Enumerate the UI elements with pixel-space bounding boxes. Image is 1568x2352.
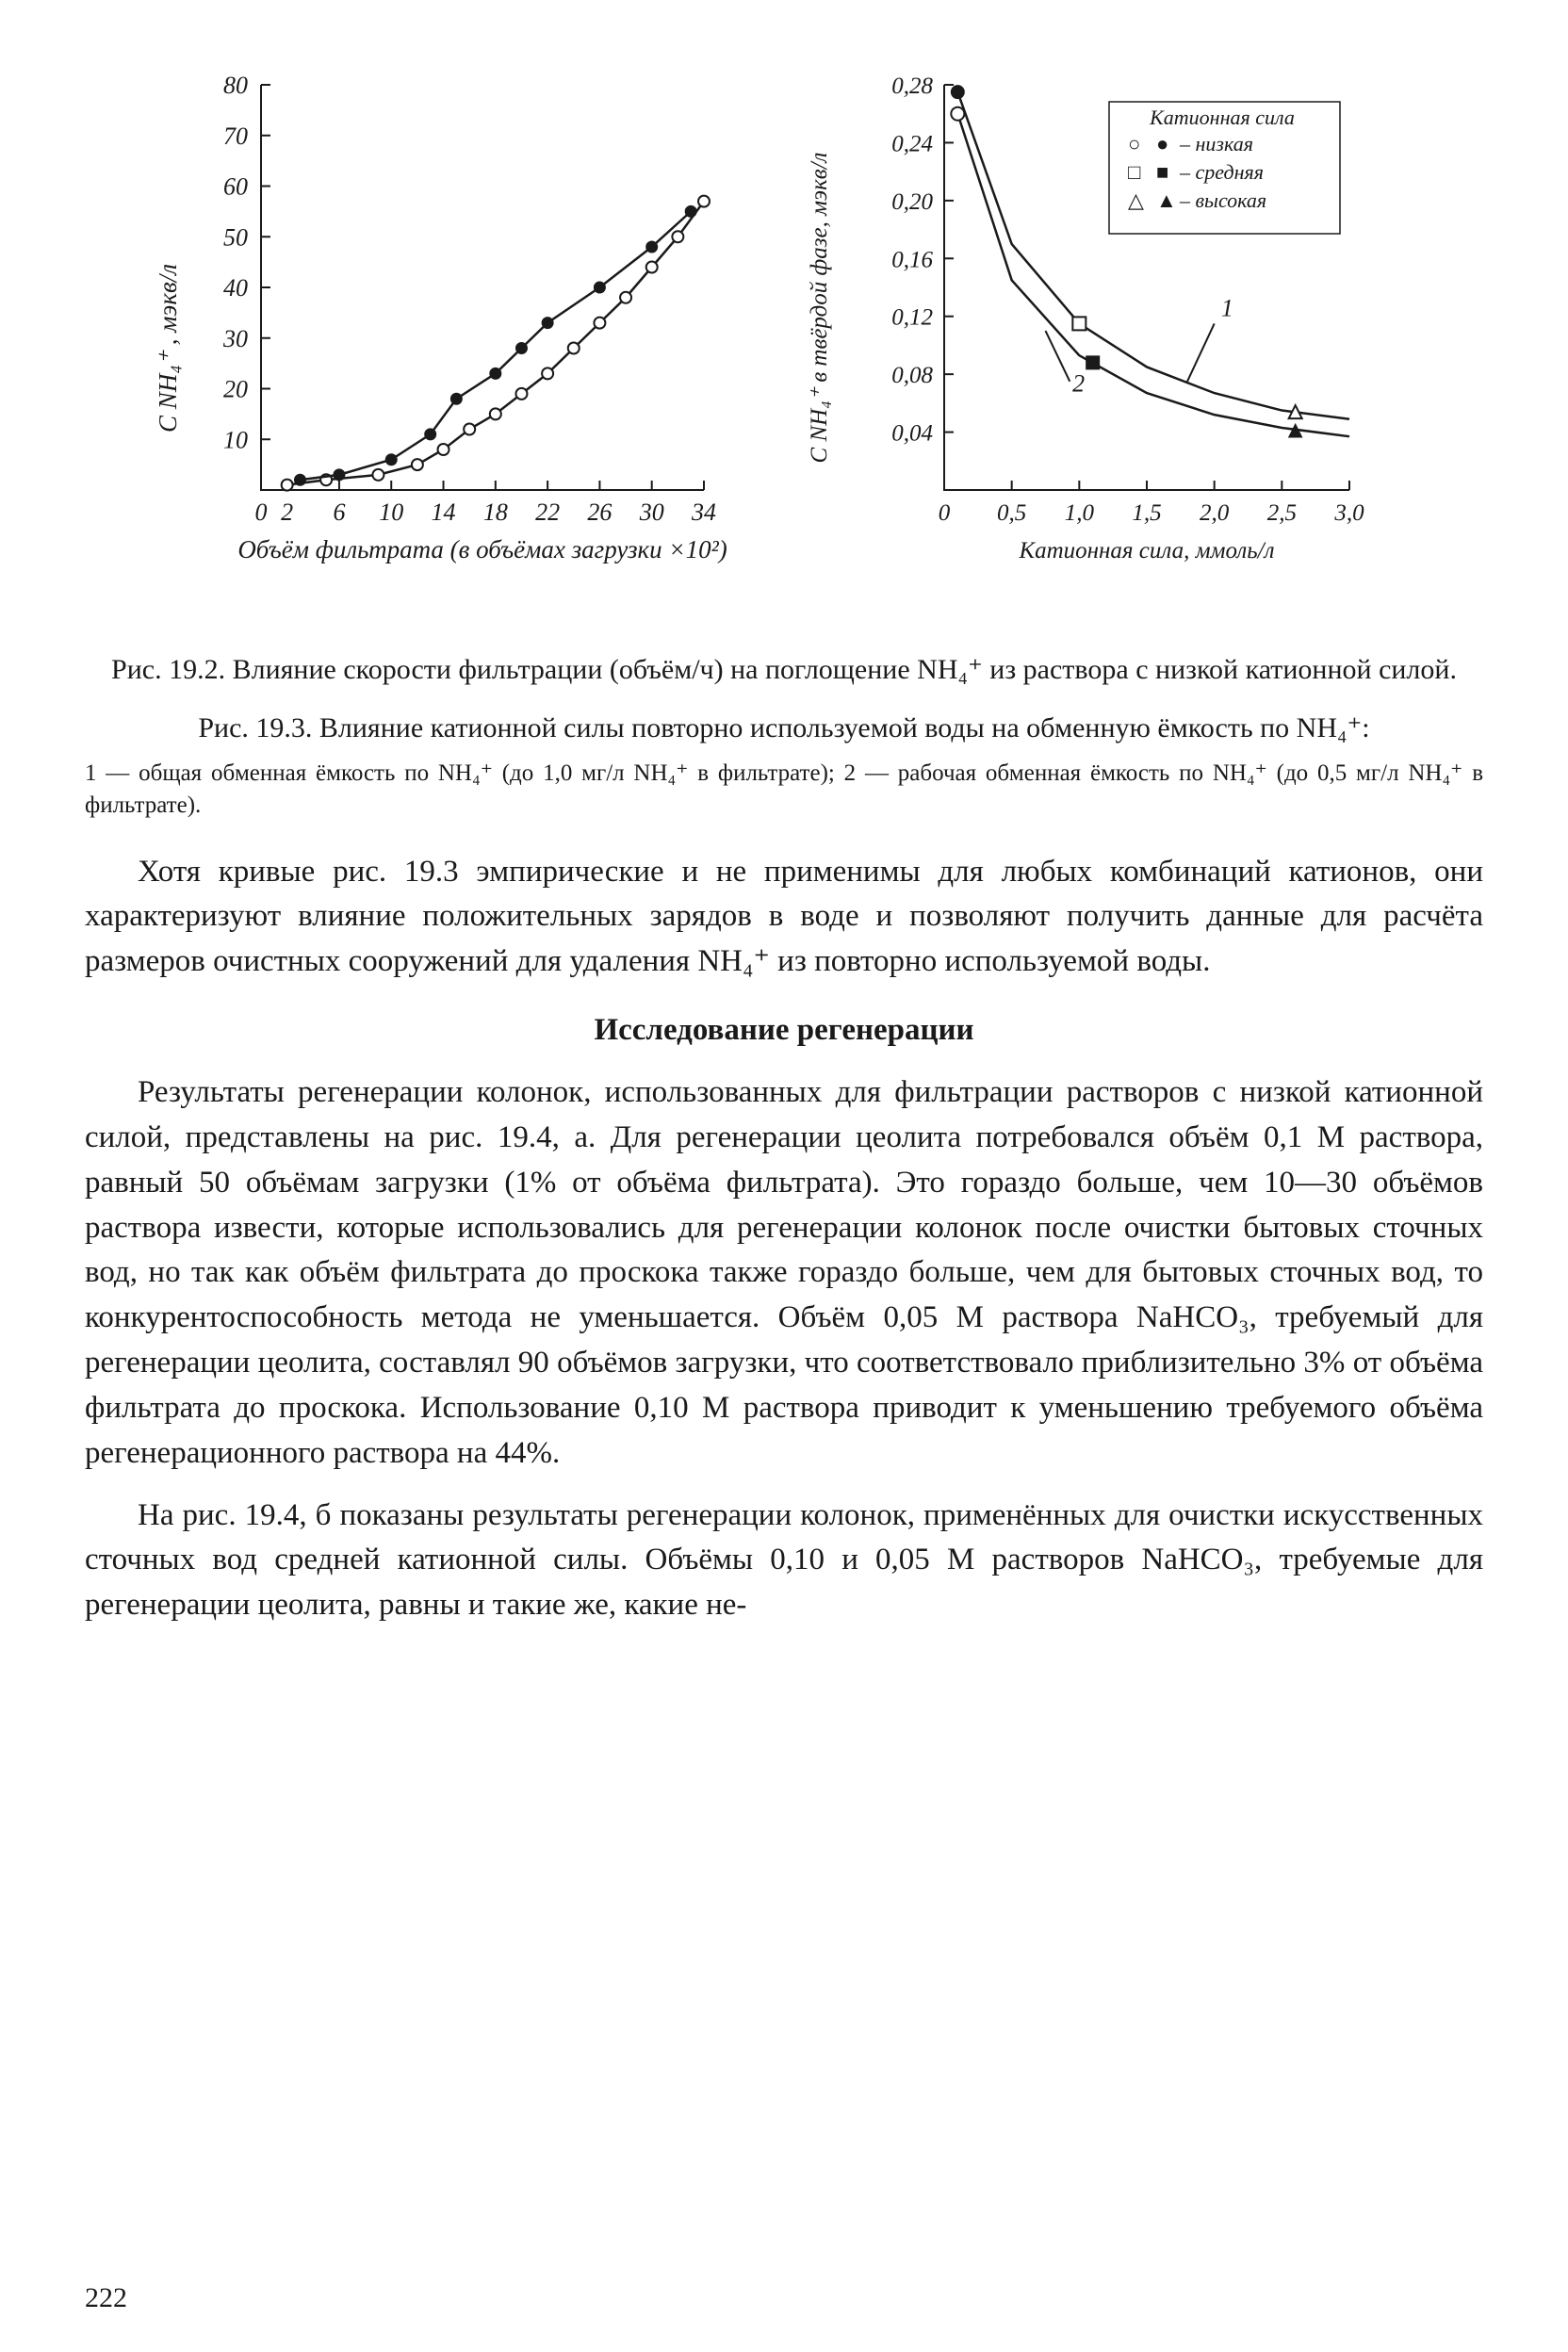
svg-text:80: 80 xyxy=(223,72,248,99)
chart-19-3-svg: 0,04 0,08 0,12 0,16 0,20 0,24 0,28 0 0,5 1,0 1,5 2,… xyxy=(789,66,1429,612)
svg-text:Катионная сила, ммоль/л: Катионная сила, ммоль/л xyxy=(1018,538,1274,564)
caption-19-2: Рис. 19.2. Влияние скорости фильтрации (… xyxy=(85,650,1483,690)
svg-text:0,28: 0,28 xyxy=(891,74,933,99)
svg-text:70: 70 xyxy=(223,122,248,150)
svg-text:– высокая: – высокая xyxy=(1179,188,1266,212)
svg-text:○: ○ xyxy=(1128,132,1140,155)
svg-text:18: 18 xyxy=(483,498,508,526)
svg-text:34: 34 xyxy=(691,498,716,526)
svg-text:2,5: 2,5 xyxy=(1267,500,1297,526)
svg-text:– средняя: – средняя xyxy=(1179,160,1264,184)
caption-19-3-legend: 1 — общая обменная ёмкость по NH₄⁺ (до 1… xyxy=(85,758,1483,822)
svg-text:0: 0 xyxy=(255,498,268,526)
paragraph-1: Хотя кривые рис. 19.3 эмпирические и не … xyxy=(85,850,1483,986)
svg-text:Катионная сила: Катионная сила xyxy=(1149,106,1295,129)
page: 102030405060708002610141822263034C NH₄⁺ … xyxy=(0,0,1568,2352)
svg-text:0,24: 0,24 xyxy=(891,131,933,156)
svg-text:– низкая: – низкая xyxy=(1179,132,1253,155)
svg-text:●: ● xyxy=(1156,132,1168,155)
svg-text:▲: ▲ xyxy=(1156,188,1177,212)
svg-text:0,5: 0,5 xyxy=(997,500,1026,526)
paragraph-3: На рис. 19.4, б показаны результаты реге… xyxy=(85,1494,1483,1629)
svg-text:2,0: 2,0 xyxy=(1200,500,1230,526)
svg-text:△: △ xyxy=(1128,188,1144,212)
charts-row: 102030405060708002610141822263034C NH₄⁺ … xyxy=(85,66,1483,612)
svg-text:40: 40 xyxy=(223,274,248,302)
svg-text:C NH₄⁺ , мэкв/л: C NH₄⁺ , мэкв/л xyxy=(154,264,182,433)
svg-text:50: 50 xyxy=(223,223,248,251)
svg-text:26: 26 xyxy=(587,498,612,526)
paragraph-2: Результаты регенерации колонок, использо… xyxy=(85,1070,1483,1477)
svg-text:10: 10 xyxy=(379,498,403,526)
svg-text:1: 1 xyxy=(1221,295,1233,322)
svg-text:20: 20 xyxy=(223,376,248,403)
svg-text:1,5: 1,5 xyxy=(1132,500,1161,526)
svg-text:1,0: 1,0 xyxy=(1065,500,1095,526)
svg-text:0,20: 0,20 xyxy=(891,189,933,215)
svg-text:□: □ xyxy=(1128,160,1140,184)
svg-text:6: 6 xyxy=(333,498,345,526)
svg-text:0: 0 xyxy=(939,500,951,526)
page-number: 222 xyxy=(85,2282,127,2314)
svg-text:C NH₄⁺ в твёрдой фазе, мэкв/л: C NH₄⁺ в твёрдой фазе, мэкв/л xyxy=(807,152,832,463)
svg-text:0,08: 0,08 xyxy=(891,363,933,388)
chart-19-2: 102030405060708002610141822263034C NH₄⁺ … xyxy=(139,66,751,612)
section-heading: Исследование регенерации xyxy=(85,1013,1483,1048)
svg-text:■: ■ xyxy=(1156,160,1168,184)
svg-text:Объём фильтрата (в объёмах заг: Объём фильтрата (в объёмах загрузки ×10²… xyxy=(237,535,727,564)
caption-19-3: Рис. 19.3. Влияние катионной силы повтор… xyxy=(85,709,1483,748)
svg-text:2: 2 xyxy=(281,498,293,526)
svg-text:60: 60 xyxy=(223,173,248,201)
svg-text:2: 2 xyxy=(1072,370,1085,398)
chart-19-2-svg: 102030405060708002610141822263034C NH₄⁺ … xyxy=(139,66,751,612)
svg-text:30: 30 xyxy=(222,325,248,352)
svg-text:22: 22 xyxy=(535,498,560,526)
svg-text:0,12: 0,12 xyxy=(891,305,933,331)
svg-text:30: 30 xyxy=(639,498,664,526)
svg-text:0,16: 0,16 xyxy=(891,247,933,272)
chart-19-3: 0,04 0,08 0,12 0,16 0,20 0,24 0,28 0 0,5 1,0 1,5 2,… xyxy=(789,66,1429,612)
svg-text:0,04: 0,04 xyxy=(891,421,933,447)
svg-text:14: 14 xyxy=(432,498,456,526)
svg-text:10: 10 xyxy=(223,426,248,453)
svg-text:3,0: 3,0 xyxy=(1333,500,1364,526)
